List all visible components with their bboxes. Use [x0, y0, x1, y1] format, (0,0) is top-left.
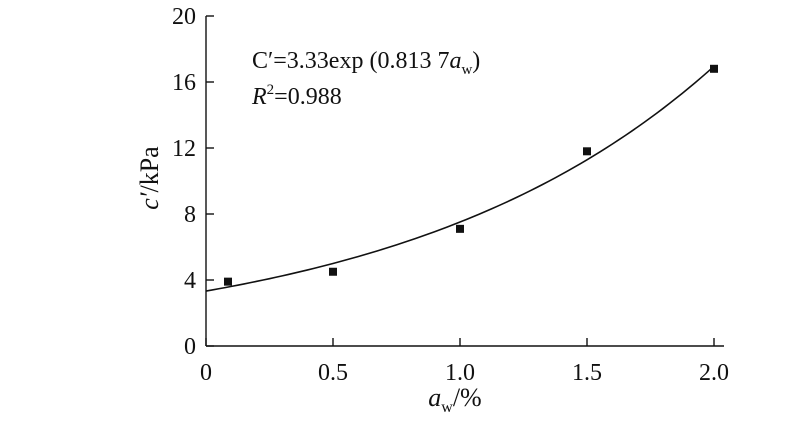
y-axis-main: c′	[135, 192, 164, 210]
equation-var: a	[449, 48, 461, 74]
r2-var: R	[251, 84, 267, 110]
x-tick-label: 2.0	[699, 360, 729, 386]
equation-lhs: C′=3.33exp (0.813 7	[252, 48, 449, 74]
y-tick-label: 0	[184, 334, 196, 360]
x-axis-title: aw/%	[428, 383, 481, 416]
x-tick-label: 0	[200, 360, 212, 386]
r2-value: =0.988	[274, 84, 342, 110]
x-axis-sub: w	[441, 399, 453, 416]
equation-sub: w	[461, 62, 472, 78]
x-axis-suffix: /%	[453, 383, 482, 412]
y-tick-label: 16	[172, 70, 196, 96]
x-tick-label: 1.5	[572, 360, 602, 386]
r2-sup: 2	[267, 82, 275, 98]
y-tick-label: 20	[172, 4, 196, 30]
x-ticks: 0 0.5 1.0 1.5 2.0	[200, 338, 729, 386]
y-axis-title: c′/kPa	[135, 146, 164, 210]
data-point	[583, 147, 591, 156]
data-point	[224, 277, 232, 286]
r2-annotation: R2=0.988	[251, 82, 342, 110]
y-tick-label: 12	[172, 136, 196, 162]
x-axis-main: a	[428, 383, 441, 412]
x-tick-label: 1.0	[445, 360, 475, 386]
y-axis-suffix: /kPa	[135, 146, 164, 193]
data-point	[456, 224, 464, 233]
equation-annotation: C′=3.33exp (0.813 7aw)	[252, 48, 480, 78]
data-points	[224, 64, 718, 286]
y-ticks: 0 4 8 12 16 20	[172, 4, 214, 360]
y-tick-label: 8	[184, 202, 196, 228]
data-point	[329, 267, 337, 276]
data-point	[710, 64, 718, 73]
x-tick-label: 0.5	[318, 360, 348, 386]
y-tick-label: 4	[184, 268, 196, 294]
equation-close: )	[472, 48, 480, 74]
fit-curve	[205, 65, 715, 292]
